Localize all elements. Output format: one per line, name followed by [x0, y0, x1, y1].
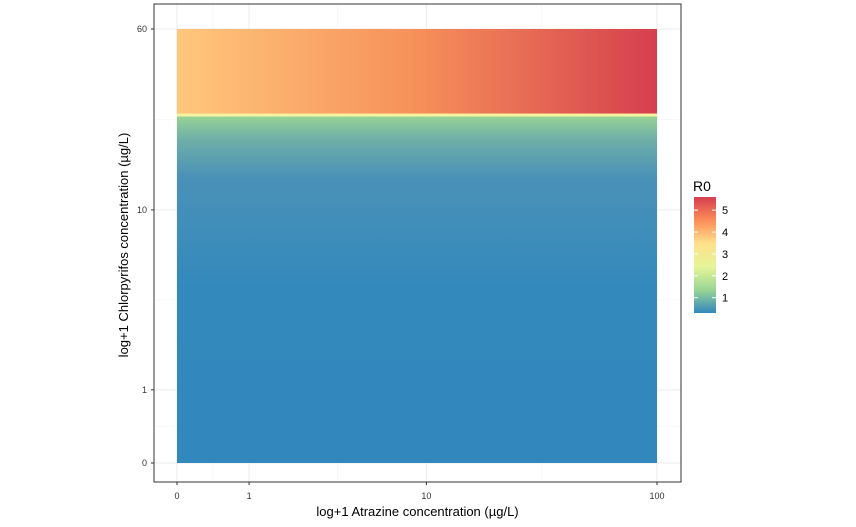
legend-tick-label: 1 — [722, 293, 728, 305]
legend-tick-label: 5 — [722, 205, 728, 217]
y-axis: 0 1 10 60 — [137, 24, 154, 468]
plot-border — [153, 3, 682, 483]
y-tick-label: 60 — [137, 24, 147, 34]
x-axis-title: log+1 Atrazine concentration (µg/L) — [316, 504, 518, 519]
y-tick-label: 1 — [142, 385, 147, 395]
legend: R0 1 2 3 4 5 — [693, 178, 728, 313]
legend-ticks: 1 2 3 4 5 — [694, 205, 728, 305]
legend-tick-label: 2 — [722, 271, 728, 283]
legend-title: R0 — [693, 178, 711, 194]
y-tick-label: 0 — [142, 458, 147, 468]
x-tick-label: 10 — [421, 491, 431, 501]
legend-colorbar — [694, 197, 716, 313]
x-axis: 0 1 10 100 — [174, 482, 665, 501]
x-tick-label: 100 — [649, 491, 664, 501]
legend-tick-label: 3 — [722, 249, 728, 261]
x-tick-label: 1 — [247, 491, 252, 501]
legend-tick-label: 4 — [722, 227, 728, 239]
x-tick-label: 0 — [174, 491, 179, 501]
heatmap-lower-region — [177, 115, 657, 463]
y-tick-label: 10 — [137, 205, 147, 215]
heatmap-regions — [177, 29, 657, 463]
y-axis-title: log+1 Chlorpyrifos concentration (µg/L) — [116, 133, 131, 358]
heatmap-boundary-band — [177, 113, 657, 117]
heatmap-upper-region — [177, 29, 657, 116]
